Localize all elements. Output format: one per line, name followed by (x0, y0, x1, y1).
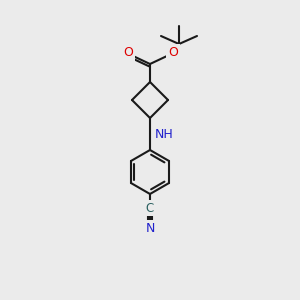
Text: NH: NH (154, 128, 173, 140)
Text: C: C (146, 202, 154, 214)
Text: O: O (123, 46, 133, 59)
Text: O: O (168, 46, 178, 59)
Text: N: N (145, 221, 155, 235)
